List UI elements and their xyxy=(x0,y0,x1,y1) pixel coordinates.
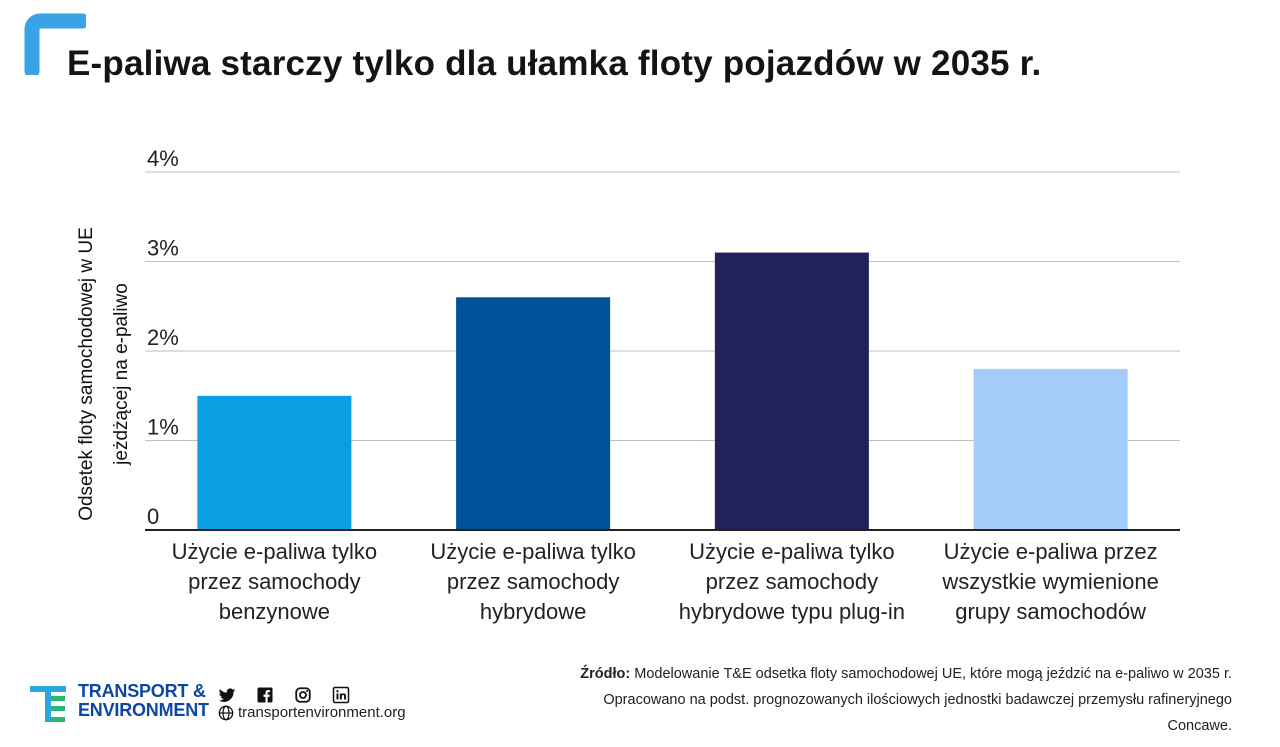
x-category-label-line: Użycie e-paliwa tylko xyxy=(171,539,378,564)
x-category-label: Użycie e-paliwa tylko przez samochody hybr… xyxy=(408,537,658,627)
y-axis-label-line-2: jeżdżącej na e-paliwo xyxy=(111,283,132,465)
x-category-label-line: przez samochody xyxy=(705,569,879,594)
y-tick-label: 0 xyxy=(147,504,159,529)
x-category-label-line: hybrydowe xyxy=(479,599,587,624)
x-category-label-line: Użycie e-paliwa tylko xyxy=(430,539,636,564)
website-url: transportenvironment.org xyxy=(238,704,406,721)
x-category-label-line: przez samochody xyxy=(188,569,361,594)
source-note: Źródło: Modelowanie T&E odsetka floty sa… xyxy=(552,661,1232,739)
website-link[interactable]: transportenvironment.org xyxy=(218,704,406,721)
bar xyxy=(197,395,352,530)
y-axis-label: Odsetek floty samochodowej w UE jeżdżące… xyxy=(69,227,139,521)
source-text: Modelowanie T&E odsetka floty samochodow… xyxy=(603,666,1232,734)
x-category-label: Użycie e-paliwa tylko przez samochody hybr… xyxy=(667,537,917,627)
te-logo-icon xyxy=(30,686,66,722)
twitter-icon[interactable] xyxy=(218,686,236,704)
globe-icon xyxy=(218,705,234,720)
x-category-label-line: Użycie e-paliwa przez xyxy=(943,539,1158,564)
y-tick-labels: 0 1% 2% 3% 4% xyxy=(147,146,179,529)
social-icons xyxy=(218,686,350,704)
x-category-label-line: hybrydowe typu plug-in xyxy=(678,599,905,624)
x-category-label-line: benzynowe xyxy=(218,599,331,624)
facebook-icon[interactable] xyxy=(256,686,274,704)
x-category-label-line: przez samochody xyxy=(446,569,620,594)
y-axis-label-line-1: Odsetek floty samochodowej w UE xyxy=(76,227,97,521)
y-tick-label: 1% xyxy=(147,415,179,440)
y-tick-label: 4% xyxy=(147,146,179,171)
brand-name: TRANSPORT & ENVIRONMENT xyxy=(78,682,209,720)
bar xyxy=(714,252,869,531)
x-category-label: Użycie e-paliwa przez wszystkie wymienion… xyxy=(926,537,1176,627)
bar xyxy=(973,368,1128,530)
source-label: Źródło: xyxy=(580,666,631,682)
bar xyxy=(456,297,611,530)
corner-bracket-logo xyxy=(24,13,86,75)
x-category-label-line: Użycie e-paliwa tylko xyxy=(689,539,895,564)
instagram-icon[interactable] xyxy=(294,686,312,704)
brand-line-2: ENVIRONMENT xyxy=(78,700,209,720)
x-category-label: Użycie e-paliwa tylko przez samochody benz… xyxy=(149,537,399,627)
linkedin-icon[interactable] xyxy=(332,686,350,704)
y-tick-label: 2% xyxy=(147,325,179,350)
bars xyxy=(197,252,1128,531)
chart-title: E-paliwa starczy tylko dla ułamka floty … xyxy=(67,44,1042,83)
x-category-label-line: wszystkie wymienione xyxy=(942,569,1159,594)
x-category-label-line: grupy samochodów xyxy=(955,599,1147,624)
y-tick-label: 3% xyxy=(147,236,179,261)
brand-line-1: TRANSPORT & xyxy=(78,681,206,701)
